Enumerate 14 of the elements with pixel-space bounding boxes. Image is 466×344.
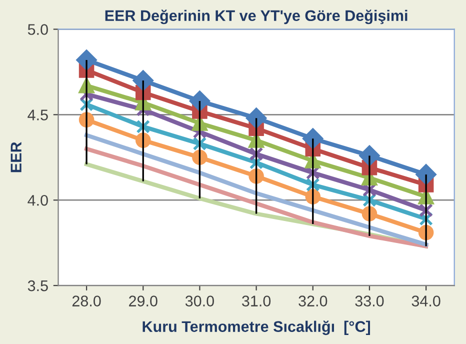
y-tick-label: 3.5 (28, 280, 48, 292)
y-tick-label: 4.0 (28, 194, 48, 206)
x-tick-label: 33.0 (355, 296, 384, 306)
y-axis-title: EER (10, 142, 22, 172)
y-tick-label: 4.5 (28, 110, 48, 120)
chart-title: EER Değerinin KT ve YT'ye Göre Değişimi (105, 10, 408, 24)
x-tick-label: 31.0 (242, 296, 271, 306)
x-axis-title: Kuru Termometre Sıcaklığı [°C] (142, 320, 370, 336)
x-tick-label: 34.0 (412, 296, 440, 306)
y-tick-label: 5.0 (28, 24, 48, 35)
x-tick-label: 28.0 (72, 296, 101, 306)
x-tick-label: 30.0 (185, 296, 214, 306)
x-tick-label: 32.0 (298, 296, 328, 306)
x-tick-label: 29.0 (129, 296, 158, 306)
